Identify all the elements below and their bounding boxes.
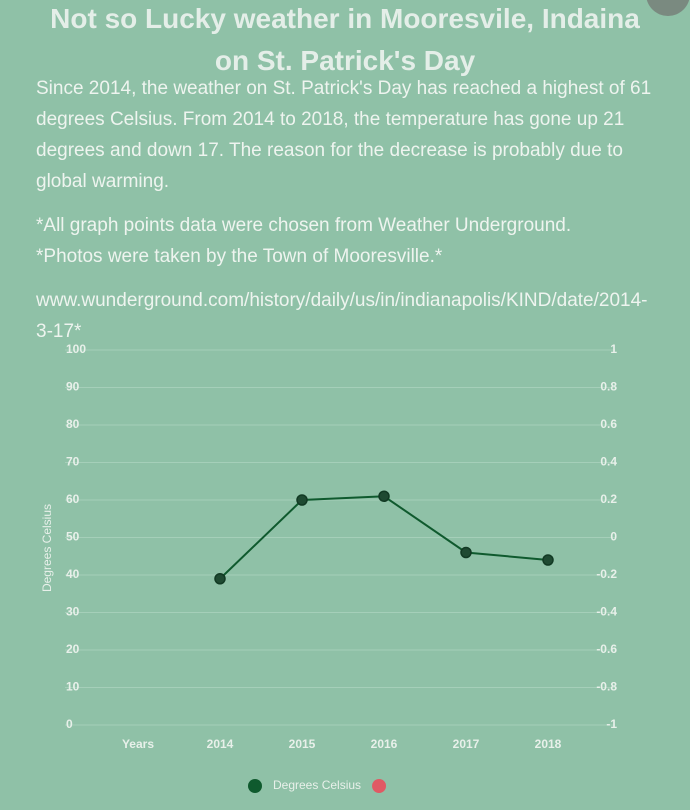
- y-tick-label: 60: [66, 492, 80, 506]
- paragraph-line: *All graph points data were chosen from …: [36, 215, 572, 236]
- paragraph-line: *Photos were taken by the Town of Moores…: [36, 246, 443, 267]
- y-tick-label: 20: [66, 642, 80, 656]
- point: [214, 573, 226, 585]
- y-tick-label: 40: [66, 567, 80, 581]
- legend-label: Degrees Celsius: [273, 778, 361, 792]
- x-tick-label: 2017: [453, 737, 480, 751]
- y-tick-label: 50: [66, 530, 80, 544]
- x-tick-label: 2016: [371, 737, 398, 751]
- y2-tick-label: -0.8: [596, 680, 617, 694]
- y2-tick-label: -0.6: [596, 642, 617, 656]
- y2-tick-label: 0.6: [600, 417, 617, 431]
- legend-marker: [248, 779, 262, 793]
- corner-button: [646, 0, 690, 16]
- x-tick-label: 2015: [289, 737, 316, 751]
- y2-tick-label: 0: [610, 530, 617, 544]
- y2-tick-label: 1: [610, 342, 617, 356]
- y-tick-label: 70: [66, 455, 80, 469]
- y2-tick-label: 0.8: [600, 380, 617, 394]
- point: [378, 490, 390, 502]
- y2-tick-label: -1: [606, 717, 617, 731]
- y-axis-label: Degrees Celsius: [40, 504, 54, 592]
- y2-tick-label: -0.2: [596, 567, 617, 581]
- source: www.wunderground.com/history/daily/us/in…: [36, 285, 656, 347]
- intro: Since 2014, the weather on St. Patrick's…: [36, 73, 656, 197]
- y-tick-label: 10: [66, 680, 80, 694]
- y2-tick-label: 0.2: [600, 492, 617, 506]
- notes: *All graph points data were chosen from …: [36, 210, 656, 272]
- legend-marker: [372, 779, 387, 793]
- y-tick-label: 90: [66, 380, 80, 394]
- paragraph-line: www.wunderground.com/history/daily/us/in…: [36, 290, 648, 342]
- y-tick-label: 0: [66, 717, 73, 731]
- point: [460, 546, 472, 559]
- point: [542, 554, 554, 566]
- x-tick-label: 2014: [207, 737, 234, 751]
- page-title: Not so Lucky weather in Mooresvile, Inda…: [50, 3, 640, 76]
- y2-tick-label: -0.4: [596, 605, 617, 619]
- paragraph-line: Since 2014, the weather on St. Patrick's…: [36, 78, 652, 192]
- x-tick-label: 2018: [535, 737, 562, 751]
- y-tick-label: 80: [66, 417, 80, 431]
- y-tick-label: 30: [66, 605, 80, 619]
- point: [296, 494, 308, 506]
- x-tick-label: Years: [122, 737, 154, 751]
- y2-tick-label: 0.4: [600, 455, 617, 469]
- y-tick-label: 100: [66, 342, 86, 356]
